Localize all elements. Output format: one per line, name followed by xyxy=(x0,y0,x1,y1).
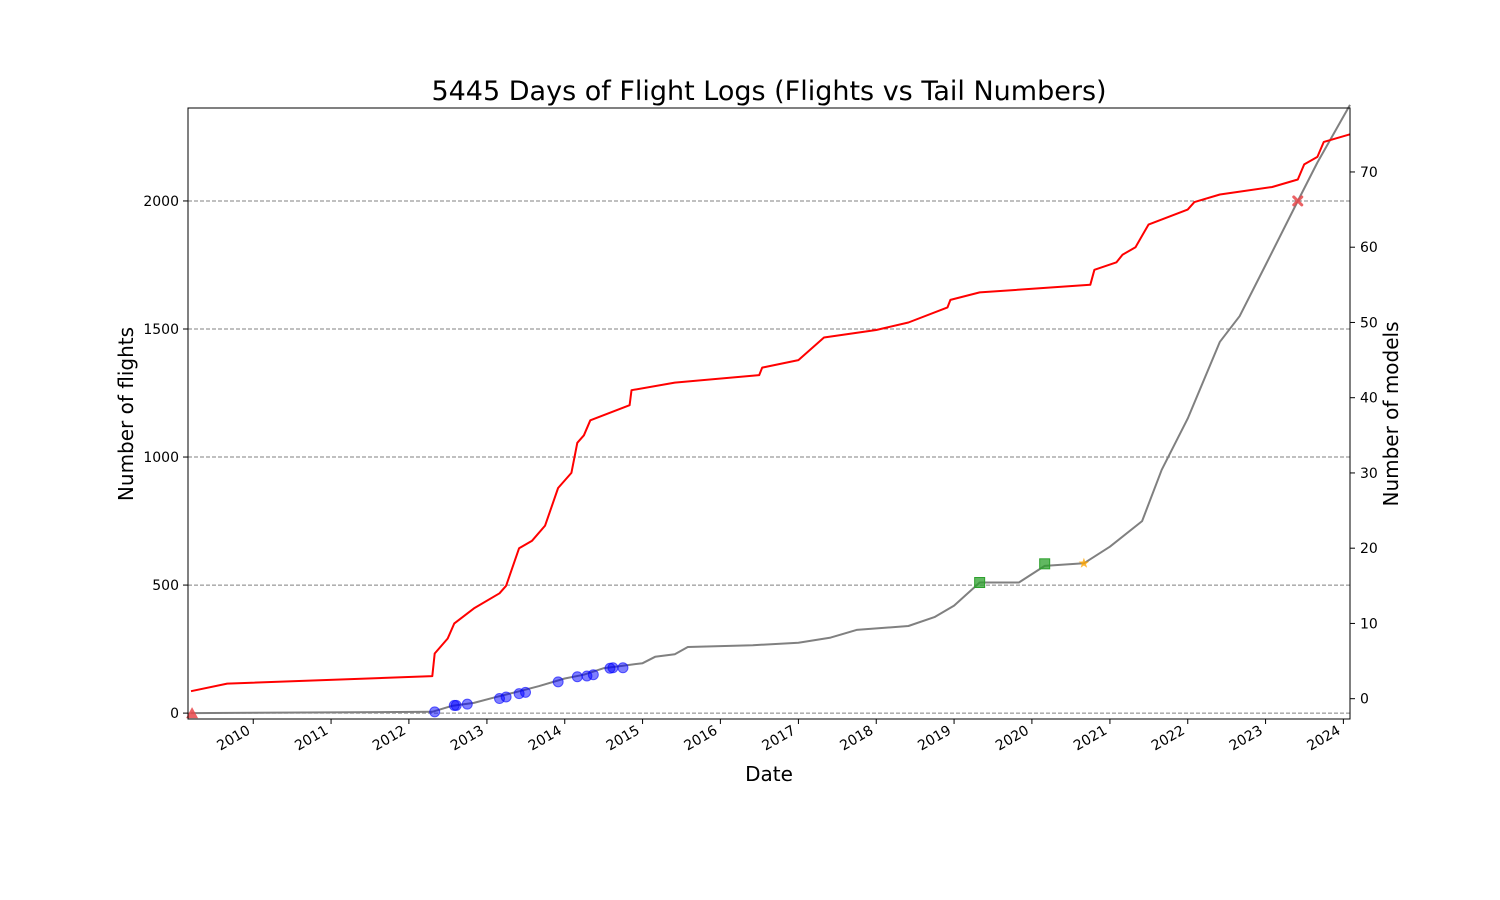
event-marker-circle xyxy=(429,706,441,718)
plot-frame xyxy=(187,107,1351,720)
x-tick-label: 2015 xyxy=(604,723,643,755)
y-right-tick-label: 0 xyxy=(1360,692,1369,708)
y-right-tick-label: 10 xyxy=(1360,616,1378,632)
x-tick-label: 2011 xyxy=(292,723,331,755)
y-left-tick-label: 500 xyxy=(152,578,179,594)
x-tick-label: 2012 xyxy=(370,723,409,755)
event-marker-circle xyxy=(461,698,473,710)
x-tick-label: 2020 xyxy=(993,723,1032,755)
event-marker-circle xyxy=(500,691,512,703)
y-left-tick-label: 1000 xyxy=(143,450,179,466)
event-marker-triangle xyxy=(186,707,199,719)
x-axis: 2010 2011 2012 2013 2014 2015 2016 2017 2018 2019… xyxy=(214,719,1344,755)
y-right-tick-label: 70 xyxy=(1360,165,1378,181)
y-right-tick-label: 20 xyxy=(1360,541,1378,557)
y-axis-right: 0 10 20 30 40 50 60 70 xyxy=(1350,165,1378,708)
y-left-tick-label: 0 xyxy=(170,706,179,722)
event-marker-star xyxy=(1078,557,1090,568)
y-left-tick-label: 1500 xyxy=(143,322,179,338)
models-series xyxy=(190,133,1351,693)
y-right-tick-label: 60 xyxy=(1360,240,1378,256)
x-tick-label: 2010 xyxy=(214,723,253,755)
flights-line xyxy=(190,104,1351,715)
event-marker-circle xyxy=(571,671,583,683)
x-tick-label: 2024 xyxy=(1305,723,1344,755)
y-axis-left: 0 500 1000 1500 2000 xyxy=(143,194,188,722)
event-marker-circle xyxy=(520,686,532,698)
event-marker-x xyxy=(1292,195,1304,207)
event-marker-circle xyxy=(587,669,599,681)
x-tick-label: 2019 xyxy=(915,723,954,755)
grid-lines xyxy=(188,200,1350,714)
flights-series xyxy=(190,104,1351,715)
x-tick-label: 2013 xyxy=(448,723,487,755)
event-marker-circle xyxy=(450,699,462,711)
y-left-tick-label: 2000 xyxy=(143,194,179,210)
event-marker-square xyxy=(1039,558,1051,570)
x-tick-label: 2017 xyxy=(760,723,799,755)
y-right-tick-label: 30 xyxy=(1360,466,1378,482)
y-right-tick-label: 50 xyxy=(1360,315,1378,331)
event-marker-circle xyxy=(607,662,619,674)
models-line xyxy=(190,133,1351,693)
y-axis-right-label: Number of models xyxy=(1379,321,1403,506)
event-marker-circle xyxy=(617,662,629,674)
x-tick-label: 2014 xyxy=(526,723,565,755)
x-tick-label: 2022 xyxy=(1149,723,1188,755)
event-marker-square xyxy=(974,577,986,589)
x-tick-label: 2016 xyxy=(682,723,721,755)
event-marker-circle xyxy=(552,676,564,688)
marker-layer xyxy=(186,195,1304,719)
y-right-tick-label: 40 xyxy=(1360,391,1378,407)
y-axis-left-label: Number of flights xyxy=(114,327,138,501)
chart-title: 5445 Days of Flight Logs (Flights vs Tai… xyxy=(431,76,1106,107)
x-axis-label: Date xyxy=(745,762,793,786)
x-tick-label: 2023 xyxy=(1227,723,1266,755)
x-tick-label: 2021 xyxy=(1071,723,1110,755)
x-tick-label: 2018 xyxy=(837,723,876,755)
